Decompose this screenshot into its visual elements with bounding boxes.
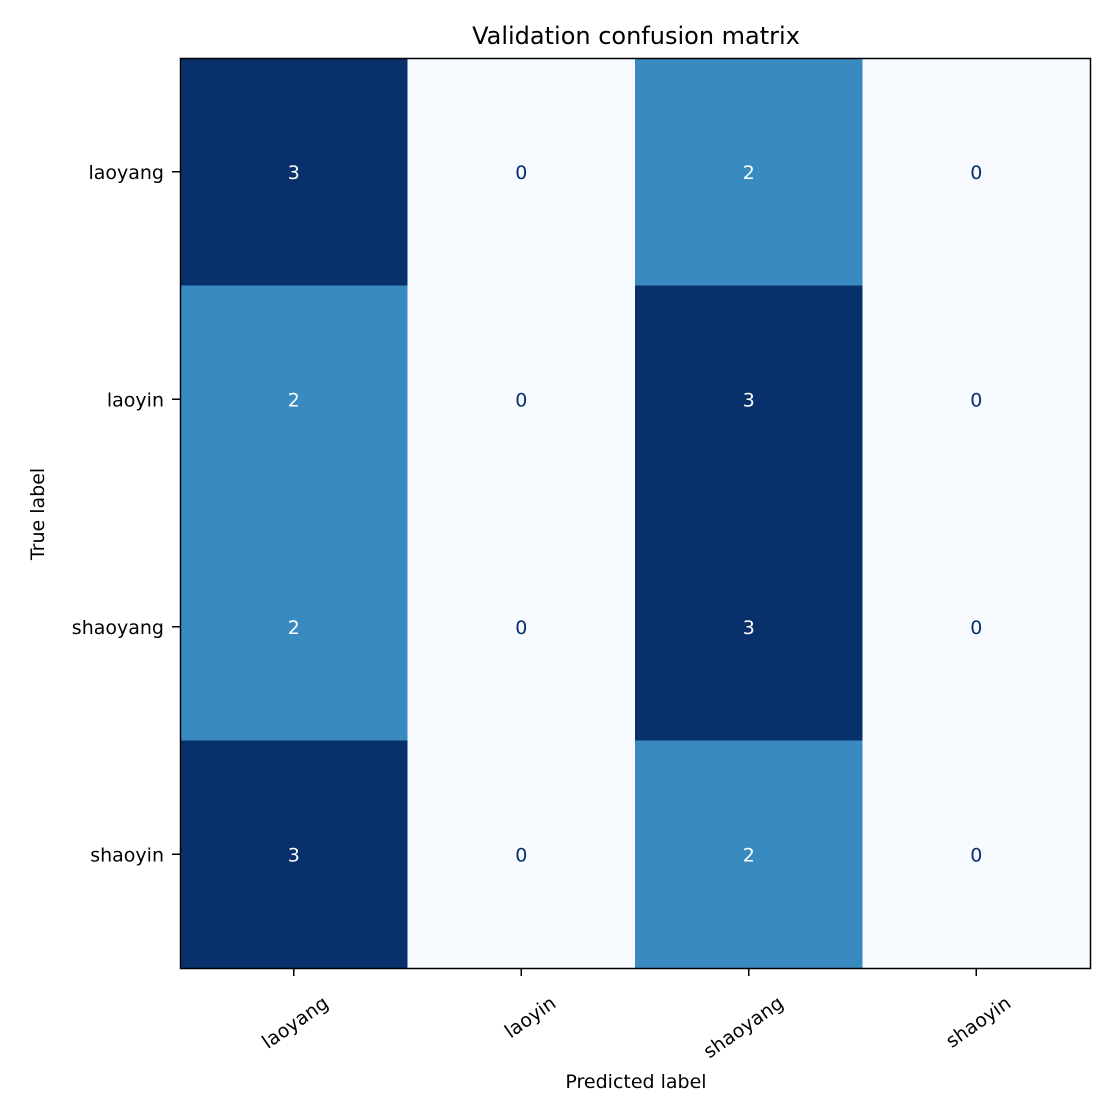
cell-value-r3-c0: 3: [288, 844, 300, 866]
heatmap-cell-r3-c2: [635, 740, 863, 969]
cell-value-r3-c3: 0: [970, 844, 982, 866]
plot-frame: [179, 57, 1092, 970]
x-axis-ticks: laoyang laoyin shaoyang shaoyin: [258, 968, 1015, 1063]
x-tick-label-laoyang: laoyang: [258, 992, 333, 1053]
y-tick-label-laoyang: laoyang: [88, 162, 164, 184]
y-tick-label-laoyin: laoyin: [107, 389, 164, 411]
cell-value-r1-c0: 2: [288, 389, 300, 411]
cell-value-r1-c2: 3: [743, 389, 755, 411]
heatmap-cell-r2-c3: [862, 513, 1091, 741]
chart-title: Validation confusion matrix: [472, 22, 800, 50]
cell-value-r0-c1: 0: [515, 162, 527, 184]
heatmap-cell-r1-c2: [635, 285, 863, 514]
heatmap-cell-r0-c0: [180, 58, 408, 286]
cell-value-r0-c3: 0: [970, 162, 982, 184]
cell-value-r0-c0: 3: [288, 162, 300, 184]
heatmap-cells: [180, 58, 1091, 969]
heatmap-cell-r1-c3: [862, 285, 1091, 514]
cell-value-r2-c1: 0: [515, 617, 527, 639]
heatmap-cell-r3-c1: [407, 740, 636, 969]
heatmap-cell-r2-c1: [407, 513, 636, 741]
cell-value-r0-c2: 2: [743, 162, 755, 184]
heatmap-cell-r3-c3: [862, 740, 1091, 969]
x-tick-label-shaoyin: shaoyin: [942, 992, 1015, 1052]
cell-value-r2-c2: 3: [743, 617, 755, 639]
y-axis-label: True label: [27, 468, 49, 561]
heatmap-cell-r0-c1: [407, 58, 636, 286]
y-tick-label-shaoyang: shaoyang: [72, 617, 164, 639]
x-axis-label: Predicted label: [565, 1071, 706, 1093]
cell-value-r1-c1: 0: [515, 389, 527, 411]
heatmap-cell-r0-c3: [862, 58, 1091, 286]
x-tick-label-laoyin: laoyin: [501, 992, 560, 1043]
cell-value-r3-c2: 2: [743, 844, 755, 866]
cell-value-r3-c1: 0: [515, 844, 527, 866]
heatmap-cell-r2-c2: [635, 513, 863, 741]
y-axis-ticks: laoyang laoyin shaoyang shaoyin: [72, 162, 180, 866]
x-tick-label-shaoyang: shaoyang: [699, 992, 787, 1063]
heatmap-cell-labels: 3 0 2 0 2 0 3 0 2 0 3 0 3 0 2 0: [288, 162, 983, 867]
heatmap-cell-r0-c2: [635, 58, 863, 286]
cell-value-r1-c3: 0: [970, 389, 982, 411]
heatmap-cell-r1-c1: [407, 285, 636, 514]
cell-value-r2-c0: 2: [288, 617, 300, 639]
y-tick-label-shaoyin: shaoyin: [90, 844, 164, 866]
heatmap-cell-r3-c0: [180, 740, 408, 969]
cell-value-r2-c3: 0: [970, 617, 982, 639]
heatmap-cell-r1-c0: [180, 285, 408, 514]
heatmap-cell-r2-c0: [180, 513, 408, 741]
